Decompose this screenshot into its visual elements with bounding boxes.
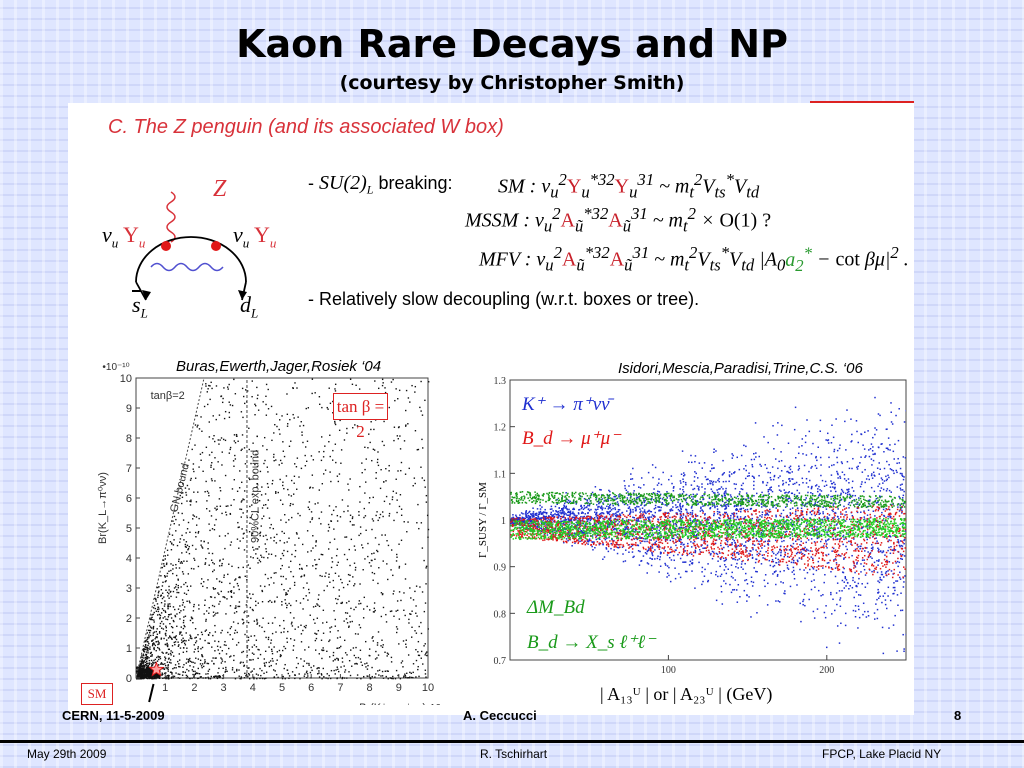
left-xtick-7: 7 [337, 682, 343, 694]
left-vertex-label: vu Yu [102, 222, 146, 251]
legend-bd-mu-mu: B_d → μ⁺μ⁻ [522, 428, 621, 449]
left-ytick-8: 8 [126, 433, 132, 445]
left-ytick-10: 10 [120, 373, 132, 385]
left-ytick-3: 3 [126, 583, 132, 595]
right-xtick-100: 100 [661, 665, 676, 676]
right-ylabel: Γ_SUSY / Γ_SM [477, 482, 489, 558]
left-ytick-0: 0 [126, 673, 132, 685]
red-rule [810, 101, 914, 103]
right-xtick-200: 200 [819, 665, 834, 676]
left-yscale: •10⁻¹⁰ [102, 362, 129, 373]
slide-number: 8 [954, 708, 962, 723]
left-ytick-2: 2 [126, 613, 132, 625]
left-plot-frame [135, 377, 429, 679]
left-ytick-6: 6 [126, 493, 132, 505]
sm-box: SM [81, 683, 113, 705]
sm-arrow [148, 683, 155, 703]
d-quark-label: dL [240, 292, 259, 321]
left-ytick-1: 1 [126, 643, 132, 655]
left-plot-caption: Buras,Ewerth,Jager,Rosiek ‘04 [176, 358, 382, 375]
footer-presenter: R. Tschirhart [480, 747, 548, 761]
slide-footer-left: CERN, 11-5-2009 [62, 708, 165, 723]
bullet-decoupling: - Relatively slow decoupling (w.r.t. box… [308, 289, 700, 309]
legend-bd-xs-ll: B_d → X_s ℓ⁺ℓ⁻ [527, 632, 656, 653]
green-points [510, 517, 906, 541]
left-xtick-1: 1 [162, 682, 168, 694]
left-xtick-2: 2 [191, 682, 197, 694]
bullet-su2: - SU(2)L breaking: [308, 172, 453, 197]
right-ytick-0.9: 0.9 [494, 563, 507, 574]
right-vertex-label: vu Yu [233, 222, 277, 251]
left-xtick-4: 4 [250, 682, 256, 694]
formula-mfv: MFV : vu2Aũ*32Aũ31 ~ mt2Vts*Vtd |A0a2* −… [479, 243, 909, 275]
left-xtick-5: 5 [279, 682, 285, 694]
left-xtick-6: 6 [308, 682, 314, 694]
left-plot-points [135, 378, 430, 680]
left-xlabel: Br(K⁺→π⁺νν) [359, 702, 426, 705]
left-xtick-9: 9 [396, 682, 402, 694]
left-ytick-9: 9 [126, 403, 132, 415]
legend-delta-m-bd: ΔM_Bd [527, 597, 585, 618]
right-ytick-0.7: 0.7 [494, 656, 507, 667]
legend-k-pi-nu-nu: K⁺ → π⁺νν̄ [522, 394, 610, 415]
boson-label: Z [213, 176, 227, 202]
slide-footer-center: A. Ceccucci [463, 708, 537, 723]
right-ytick-1.1: 1.1 [494, 469, 507, 480]
right-plot-caption: Isidori,Mescia,Paradisi,Trine,C.S. ‘06 [618, 360, 863, 377]
formula-mssm: MSSM : vu2Aũ*32Aũ31 ~ mt2 × O(1) ? [465, 204, 772, 236]
formula-sm: SM : vu2Yu*32Yu31 ~ mt2Vts*Vtd [498, 170, 760, 202]
left-ylabel: Br(K_L→π⁰νν) [97, 472, 109, 544]
left-ytick-5: 5 [126, 523, 132, 535]
sm-star [148, 661, 165, 677]
footer-rule [0, 740, 1024, 743]
slide-title: Kaon Rare Decays and NP [236, 22, 788, 66]
left-ytick-4: 4 [126, 553, 132, 565]
right-scatter-plot: 0.7 0.8 0.9 1 1.1 1.2 1.3 100 200 Γ_SUSY / Γ_SM [477, 376, 907, 676]
left-xtick-3: 3 [221, 682, 227, 694]
penguin-diagram [135, 191, 247, 301]
right-ytick-1.3: 1.3 [494, 376, 507, 387]
slide-subtitle: (courtesy by Christopher Smith) [339, 72, 685, 94]
footer-date: May 29th 2009 [27, 747, 107, 761]
right-ytick-1: 1 [501, 516, 506, 527]
dark-green-points [510, 490, 906, 509]
cl-bound-label: 90%CL exp. bound [250, 450, 262, 543]
s-quark-label: sL [132, 292, 148, 321]
left-xtick-10: 10 [422, 682, 434, 694]
inner-tan-label: tanβ=2 [151, 390, 185, 402]
section-title: C. The Z penguin (and its associated W b… [108, 116, 504, 138]
footer-venue: FPCP, Lake Placid NY [822, 747, 942, 761]
left-xtick-8: 8 [367, 682, 373, 694]
left-xscale: •10⁻¹⁰ [426, 703, 440, 705]
right-plot-xlabel: | A₁₃ᵁ | or | A₂₃ᵁ | (GeV) [600, 684, 773, 704]
right-ytick-0.8: 0.8 [494, 609, 507, 620]
left-ytick-7: 7 [126, 463, 132, 475]
right-ytick-1.2: 1.2 [494, 423, 507, 434]
tan-beta-box: tan β = 2 [333, 393, 388, 441]
gn-bound-line [135, 377, 205, 679]
